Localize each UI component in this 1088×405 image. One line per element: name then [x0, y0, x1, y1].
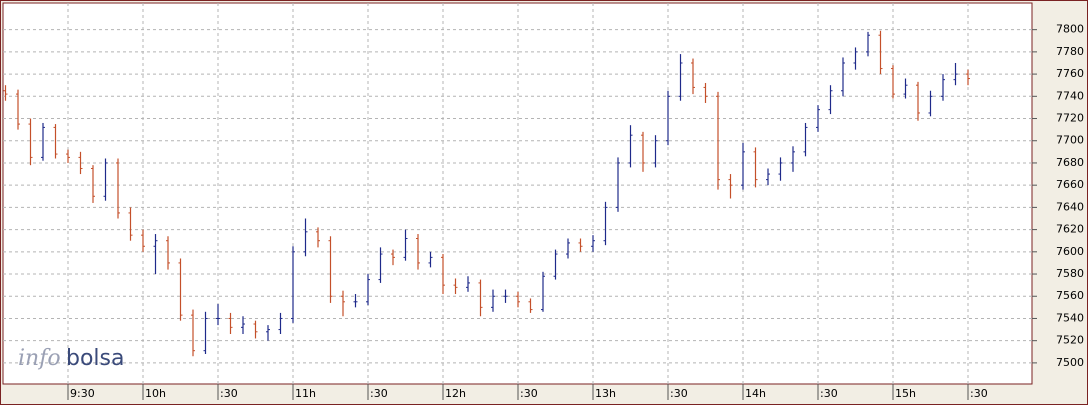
- plot-area: [2, 2, 1033, 385]
- y-tick-label: 7800: [1056, 23, 1084, 36]
- bars: [3, 30, 970, 357]
- y-tick-label: 7600: [1056, 245, 1084, 258]
- y-tick-label: 7560: [1056, 289, 1084, 302]
- x-tick-label: 15h: [895, 387, 916, 400]
- y-tick-label: 7520: [1056, 334, 1084, 347]
- y-tick-label: 7620: [1056, 223, 1084, 236]
- y-tick-label: 7720: [1056, 112, 1084, 125]
- x-tick-label: :30: [670, 387, 688, 400]
- y-tick-label: 7580: [1056, 267, 1084, 280]
- x-tick-label: :30: [520, 387, 538, 400]
- x-tick-label: 9:30: [70, 387, 95, 400]
- y-tick-label: 7760: [1056, 67, 1084, 80]
- x-tick-label: :30: [370, 387, 388, 400]
- y-tick-label: 7640: [1056, 200, 1084, 213]
- y-tick-label: 7700: [1056, 134, 1084, 147]
- y-tick-label: 7660: [1056, 178, 1084, 191]
- logo-part: info: [18, 346, 61, 371]
- x-tick-label: 13h: [595, 387, 616, 400]
- x-tick-label: 10h: [145, 387, 166, 400]
- y-tick-label: 7680: [1056, 156, 1084, 169]
- x-tick-label: 12h: [445, 387, 466, 400]
- x-tick-label: 11h: [295, 387, 316, 400]
- x-tick-label: :30: [220, 387, 238, 400]
- y-tick-label: 7780: [1056, 45, 1084, 58]
- y-tick-label: 7500: [1056, 356, 1084, 369]
- logo-part: bolsa: [66, 346, 124, 371]
- y-tick-label: 7740: [1056, 89, 1084, 102]
- x-tick-label: :30: [820, 387, 838, 400]
- y-tick-label: 7540: [1056, 311, 1084, 324]
- x-tick-label: 14h: [745, 387, 766, 400]
- x-tick-label: :30: [970, 387, 988, 400]
